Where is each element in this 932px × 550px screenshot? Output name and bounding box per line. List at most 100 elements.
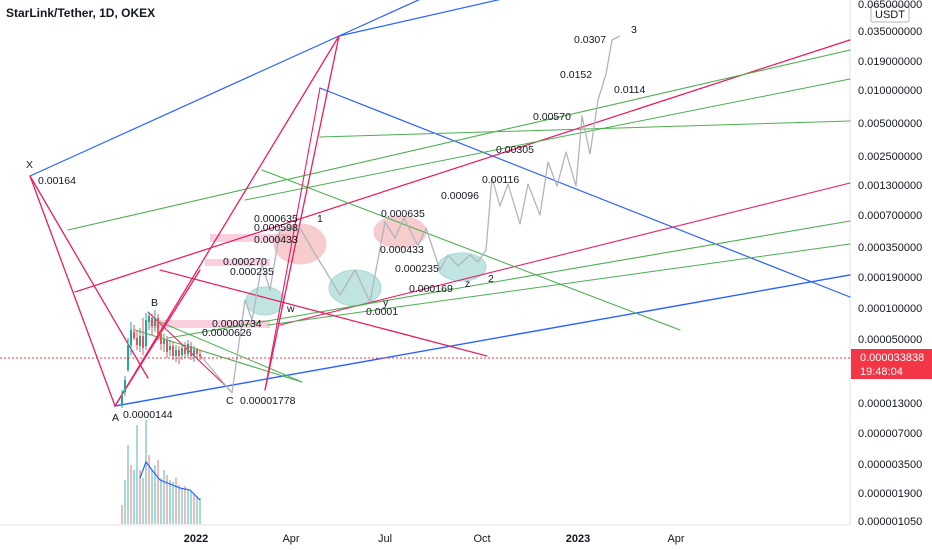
volume-bar [127,445,129,524]
price-tick-label: 0.002500000 [858,151,922,163]
highlight-box [210,234,290,242]
highlight-box [205,259,270,266]
price-label: 0.000270 [223,256,267,268]
pivot-label: z [465,278,470,290]
price-tick-label: 0.001300000 [858,180,922,192]
pivot-label: X [26,159,33,171]
pitchfork-red-line [279,182,851,326]
price-label: 0.00305 [496,144,534,156]
price-tick-label: 0.000100000 [858,303,922,315]
pivot-label: w [286,303,295,315]
annotation-labels: X A B Cw y z 1 2 3 0.00164 0.0000144 0.00001778 0.00… [26,24,645,424]
candle-body [187,344,189,354]
pivot-label: A [112,412,119,424]
volume-bar [175,478,177,524]
pitchfork-red-line [74,39,851,293]
volume-bar [166,475,168,524]
candle-body [196,350,198,354]
pitchfork-green-line [261,169,681,331]
last-price-value: 0.000033838 [860,352,924,364]
price-label: 0.0000734 [212,318,262,330]
volume-bar [133,470,135,524]
candle-body [193,350,195,356]
price-label: 0.000235 [395,263,439,275]
pivot-label: 1 [317,213,323,225]
price-axis-ticks: 0.065000000 0.035000000 0.019000000 0.01000… [858,0,922,528]
price-tick-label: 0.035000000 [858,26,922,38]
xabc-line [159,269,488,357]
candle-body [124,380,126,392]
currency-badge-label: USDT [875,9,905,21]
price-label: 0.000235 [230,266,274,278]
highlight-box [150,320,270,328]
pivot-label: 3 [631,24,637,36]
price-label: 0.0152 [560,69,592,81]
time-tick-label: Oct [473,533,490,545]
price-tick-label: 0.000350000 [858,242,922,254]
volume-bar [130,465,132,524]
candle-body [130,330,132,345]
price-label: 0.00164 [38,175,76,187]
candle-body [157,318,159,334]
volume-bar [124,480,126,524]
pivot-label: C [226,395,234,407]
price-tick-label: 0.010000000 [858,85,922,97]
xabc-line [264,35,340,391]
pivot-label: y [383,297,389,309]
price-label: 0.00001778 [240,395,296,407]
volume-bar [154,465,156,524]
price-tick-label: 0.005000000 [858,118,922,130]
price-tick-label: 0.000001900 [858,488,922,500]
candle-body [172,346,174,356]
volume-bar [196,496,198,524]
candle-body [175,350,177,356]
volume-bar [163,470,165,524]
volume-bar [136,425,138,524]
currency-badge[interactable] [870,5,910,23]
price-label: 0.00116 [482,174,519,186]
price-axis-panel[interactable] [850,0,932,550]
candle-body [136,338,138,345]
xabc-line [264,87,321,391]
candle-body [145,320,147,346]
price-label: 0.0114 [614,84,645,96]
pitchfork-green-line [244,78,851,201]
time-tick-label: 2022 [184,533,208,545]
volume-bar [190,492,192,524]
candle-body [148,316,150,322]
candles-layer [121,310,201,408]
xabc-line [29,175,116,407]
volume-bar [157,460,159,524]
price-tick-label: 0.000007000 [858,428,922,440]
volume-bar [148,455,150,524]
volume-bar [178,485,180,524]
price-tick-label: 0.000013000 [858,398,922,410]
price-label: 0.000433 [254,234,298,246]
volume-bar [121,505,123,524]
price-tick-label: 0.019000000 [858,56,922,68]
pitchfork-median-line [319,87,851,298]
price-tick-label: 0.000050000 [858,334,922,346]
volume-bar [151,470,153,524]
time-tick-label: Apr [282,533,299,545]
pitchfork-green-line [134,329,303,383]
candle-body [169,346,171,350]
price-label: 0.000433 [380,244,424,256]
volume-bar [187,490,189,524]
candle-body [178,350,180,356]
candle-body [142,336,144,348]
pivot-label: B [151,297,158,309]
pivot-label: 2 [488,273,494,285]
candle-body [181,348,183,355]
price-label: 0.0307 [574,34,606,46]
time-tick-label: 2023 [566,533,590,545]
drawings-layer [29,0,851,407]
price-tick-label: 0.000003500 [858,459,922,471]
price-label: 0.000635 [381,208,425,220]
pitchfork-top-line [338,0,501,37]
pitchfork-lower-line [114,274,851,407]
volume-bar [145,420,147,524]
price-label: 0.0001 [366,306,398,318]
